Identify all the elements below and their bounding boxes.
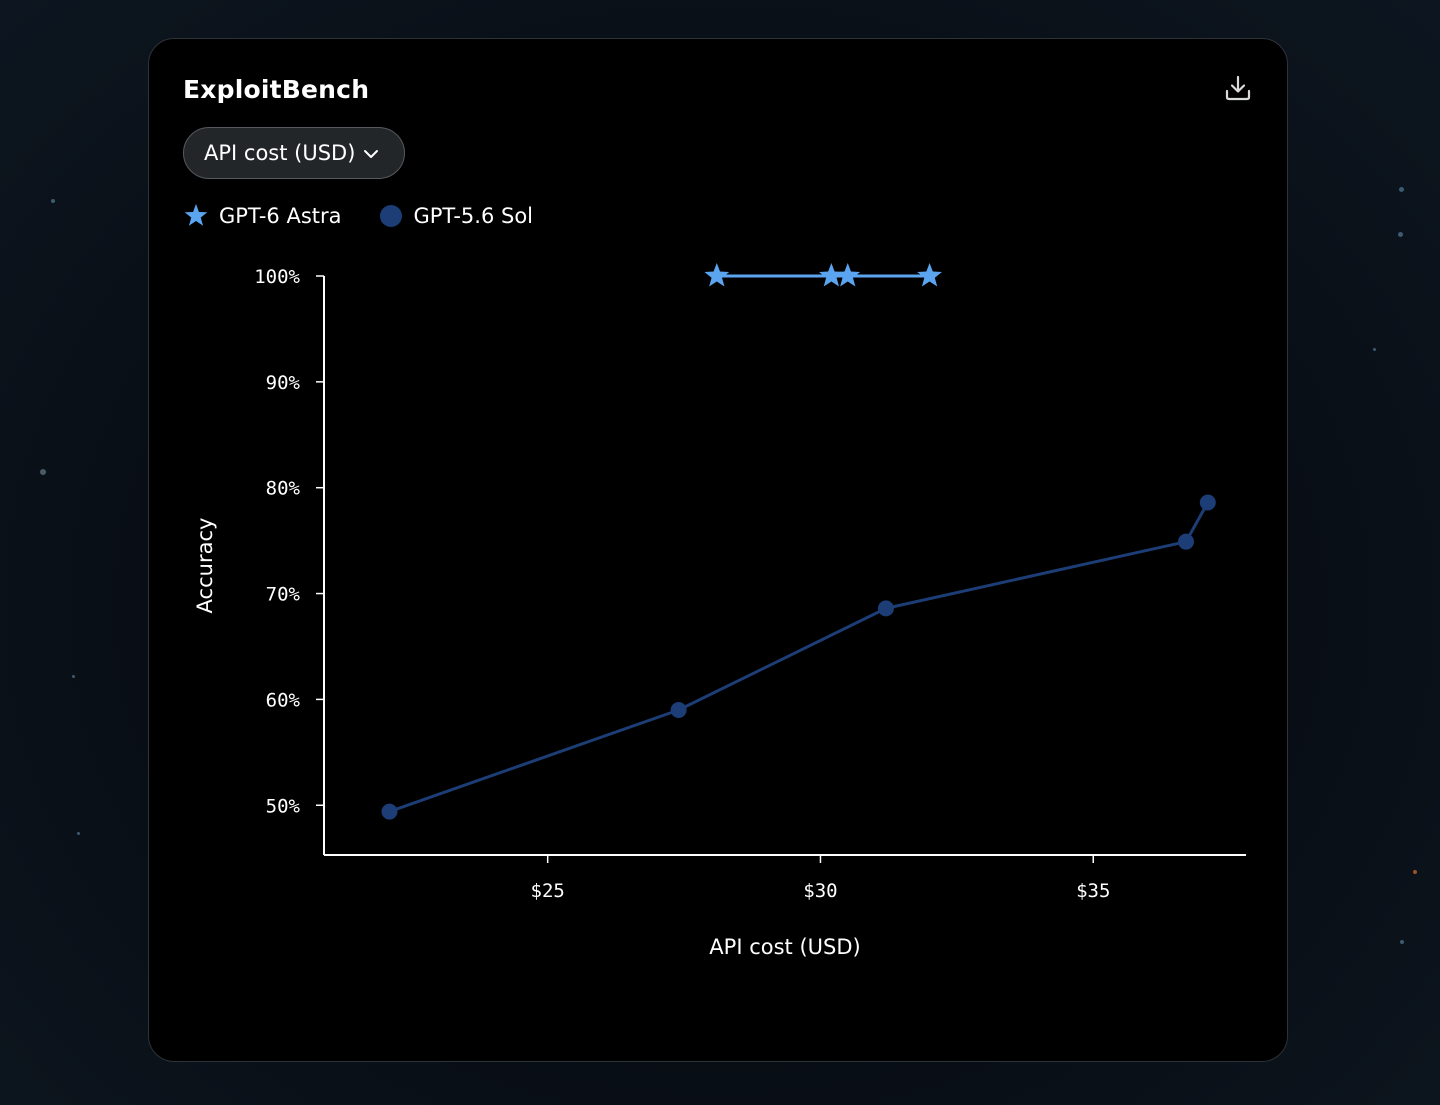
background-speck: [72, 675, 75, 678]
data-point-gpt-6-astra: [835, 263, 861, 287]
legend-label-astra: GPT-6 Astra: [219, 204, 342, 228]
y-tick-label: 50%: [266, 795, 301, 817]
y-tick-label: 70%: [266, 584, 301, 606]
background-speck: [1413, 870, 1417, 874]
x-axis-title: API cost (USD): [709, 935, 860, 959]
data-point-gpt-6-astra: [704, 263, 730, 287]
background-speck: [77, 832, 80, 835]
data-point-gpt-5-6-sol: [670, 701, 687, 718]
download-button[interactable]: [1223, 73, 1253, 103]
chevron-down-icon: [364, 150, 379, 158]
chart-card: ExploitBench API cost (USD) GPT-6 Astra …: [148, 38, 1288, 1062]
star-icon: [184, 204, 208, 226]
circle-icon: [379, 205, 402, 227]
x-tick-label: $30: [803, 880, 837, 902]
chart-legend: GPT-6 Astra GPT-5.6 Sol: [183, 203, 569, 229]
legend-item-astra[interactable]: GPT-6 Astra: [183, 203, 342, 229]
legend-item-sol[interactable]: GPT-5.6 Sol: [378, 203, 534, 229]
metric-dropdown[interactable]: API cost (USD): [183, 127, 405, 179]
y-axis-title: Accuracy: [193, 518, 217, 614]
x-tick-label: $25: [531, 880, 565, 902]
y-tick-label: 100%: [254, 266, 300, 288]
legend-label-sol: GPT-5.6 Sol: [413, 204, 534, 228]
data-point-gpt-6-astra: [917, 263, 942, 287]
data-point-gpt-5-6-sol: [1177, 533, 1194, 550]
background-speck: [1399, 187, 1404, 192]
background-speck: [51, 199, 55, 203]
metric-dropdown-label: API cost (USD): [204, 141, 356, 165]
background-speck: [40, 469, 46, 475]
x-tick-label: $35: [1076, 880, 1110, 902]
data-point-gpt-6-astra: [819, 263, 844, 287]
chart-plot: 50% 60% 70% 80% 90% 100% $25 $30 $35 API cost (US…: [193, 263, 1246, 959]
series-line-gpt-5-6-sol: [388, 501, 1210, 814]
background-speck: [1398, 232, 1403, 237]
y-tick-label: 90%: [266, 372, 301, 394]
y-tick-label: 80%: [266, 478, 301, 500]
background-speck: [1400, 940, 1404, 944]
data-point-gpt-5-6-sol: [877, 600, 894, 617]
background-speck: [1373, 348, 1376, 351]
data-point-gpt-5-6-sol: [381, 803, 398, 820]
card-title: ExploitBench: [183, 75, 370, 104]
y-tick-label: 60%: [266, 689, 301, 711]
data-point-gpt-5-6-sol: [1199, 494, 1216, 511]
download-icon: [1225, 75, 1251, 101]
